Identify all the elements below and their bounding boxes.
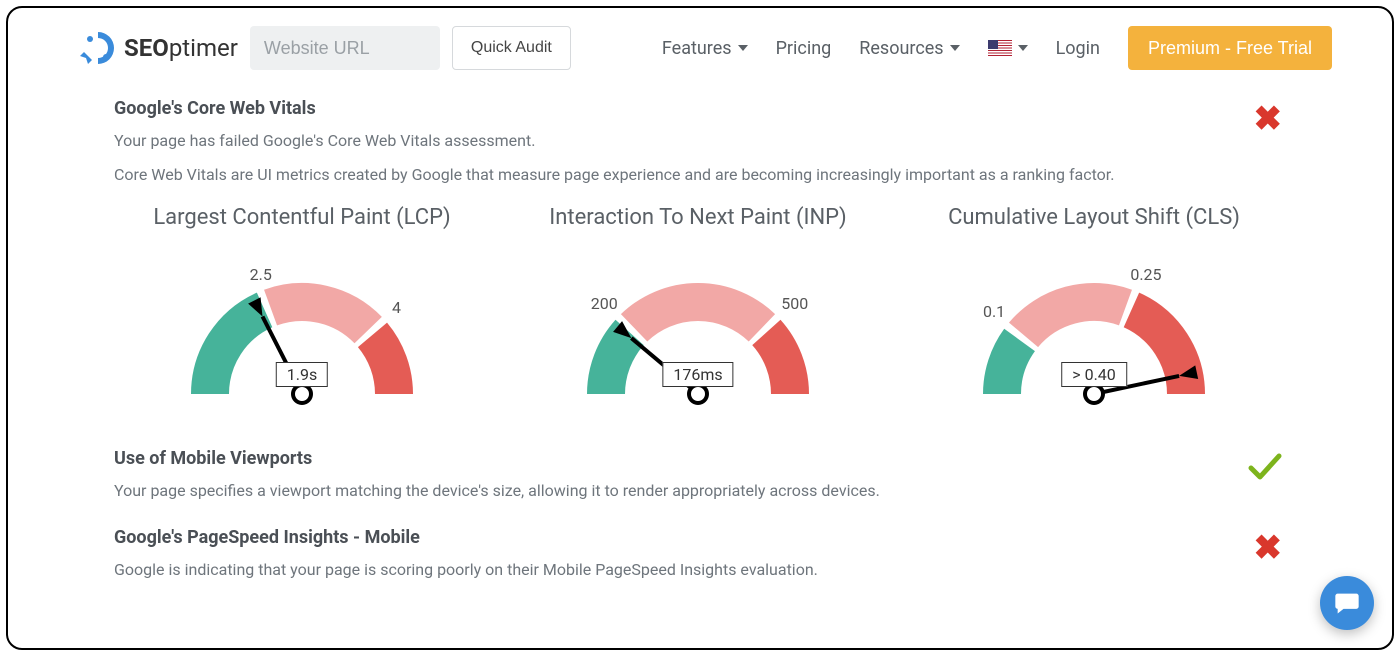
- gauge-tick-label: 500: [781, 294, 808, 313]
- chevron-down-icon: [950, 45, 960, 51]
- gauge-lcp: Largest Contentful Paint (LCP) 2.5 4 1.9s: [114, 205, 490, 424]
- gauge-value-label: 1.9s: [276, 362, 328, 387]
- section-title: Google's Core Web Vitals: [114, 98, 1282, 119]
- chat-support-button[interactable]: [1320, 576, 1374, 630]
- chat-icon: [1333, 589, 1361, 617]
- section-title: Google's PageSpeed Insights - Mobile: [114, 527, 1282, 548]
- language-selector[interactable]: [988, 40, 1028, 56]
- gauge-lcp-chart: 2.5 4 1.9s: [162, 244, 442, 424]
- section-subtitle: Your page has failed Google's Core Web V…: [114, 129, 1282, 153]
- gauge-inp: Interaction To Next Paint (INP) 200 500 17…: [510, 205, 886, 424]
- gauge-title: Cumulative Layout Shift (CLS): [906, 205, 1282, 230]
- nav-login[interactable]: Login: [1056, 38, 1100, 59]
- gauge-cls: Cumulative Layout Shift (CLS) 0.1 0.25 > 0…: [906, 205, 1282, 424]
- gauge-value-label: > 0.40: [1061, 362, 1127, 387]
- nav-features-label: Features: [662, 38, 732, 59]
- flag-us-icon: [988, 40, 1012, 56]
- status-fail-icon: ✖: [1254, 102, 1283, 136]
- premium-trial-button[interactable]: Premium - Free Trial: [1128, 26, 1332, 70]
- gauge-tick-label: 200: [591, 294, 618, 313]
- quick-audit-button[interactable]: Quick Audit: [452, 26, 571, 70]
- gauge-tick-label: 4: [392, 298, 401, 317]
- status-pass-icon: [1248, 452, 1282, 486]
- section-description: Core Web Vitals are UI metrics created b…: [114, 163, 1282, 187]
- brand-logo-icon: [78, 28, 118, 68]
- nav-resources-label: Resources: [859, 38, 943, 59]
- website-url-input[interactable]: [250, 26, 440, 70]
- cwv-gauges: Largest Contentful Paint (LCP) 2.541.9s …: [114, 205, 1282, 424]
- brand-logo[interactable]: SEOptimer: [78, 28, 238, 68]
- nav-features[interactable]: Features: [662, 38, 748, 59]
- gauge-title: Largest Contentful Paint (LCP): [114, 205, 490, 230]
- section-psi-mobile: ✖ Google's PageSpeed Insights - Mobile G…: [114, 527, 1282, 582]
- chevron-down-icon: [738, 45, 748, 51]
- gauge-title: Interaction To Next Paint (INP): [510, 205, 886, 230]
- section-core-web-vitals: ✖ Google's Core Web Vitals Your page has…: [114, 98, 1282, 424]
- report-content: ✖ Google's Core Web Vitals Your page has…: [8, 88, 1392, 582]
- gauge-cls-chart: 0.1 0.25 > 0.40: [954, 244, 1234, 424]
- gauge-tick-label: 0.25: [1130, 265, 1161, 284]
- section-mobile-viewport: Use of Mobile Viewports Your page specif…: [114, 448, 1282, 503]
- section-subtitle: Your page specifies a viewport matching …: [114, 479, 1282, 503]
- gauge-value-label: 176ms: [662, 362, 733, 387]
- section-subtitle: Google is indicating that your page is s…: [114, 558, 1282, 582]
- section-title: Use of Mobile Viewports: [114, 448, 1282, 469]
- chevron-down-icon: [1018, 45, 1028, 51]
- main-nav: Features Pricing Resources Login Premium…: [662, 26, 1332, 70]
- nav-pricing[interactable]: Pricing: [776, 38, 832, 59]
- gauge-tick-label: 0.1: [983, 302, 1005, 321]
- nav-resources[interactable]: Resources: [859, 38, 959, 59]
- gauge-inp-chart: 200 500 176ms: [558, 244, 838, 424]
- brand-name: SEOptimer: [124, 34, 238, 62]
- gauge-tick-label: 2.5: [250, 265, 272, 284]
- header: SEOptimer Quick Audit Features Pricing R…: [8, 8, 1392, 88]
- status-fail-icon: ✖: [1254, 531, 1283, 565]
